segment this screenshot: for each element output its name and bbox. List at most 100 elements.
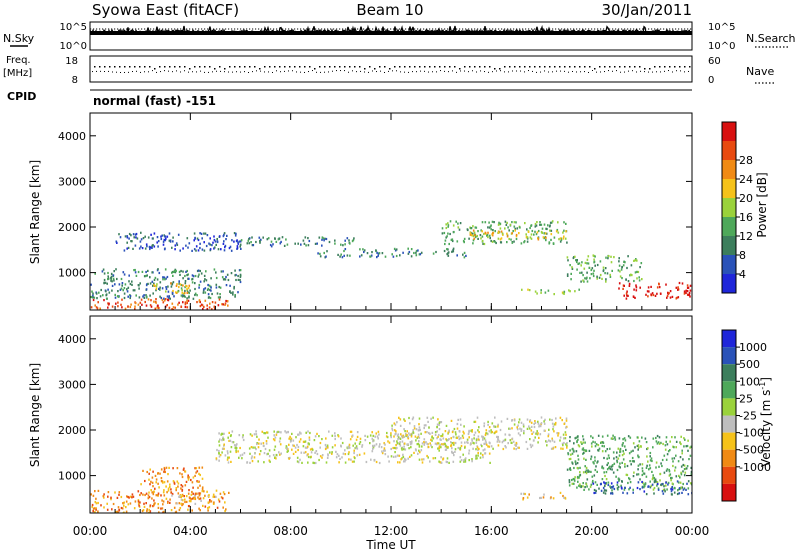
freq-dot xyxy=(229,66,231,68)
freq-dot xyxy=(274,66,276,68)
velocity-cell xyxy=(184,498,186,501)
velocity-cell xyxy=(257,460,259,463)
velocity-cell xyxy=(268,459,271,462)
velocity-cell xyxy=(420,449,423,452)
nave-dot xyxy=(464,70,465,72)
nave-dot xyxy=(116,71,117,73)
velocity-cell xyxy=(610,465,613,468)
velocity-cell xyxy=(198,466,201,469)
nave-dot xyxy=(548,71,549,73)
power-cell xyxy=(668,292,670,295)
velocity-cell xyxy=(576,440,578,443)
power-colorbar-segment xyxy=(722,141,736,160)
power-cell xyxy=(635,258,637,261)
nsearch-top-tick: 10^5 xyxy=(708,22,735,33)
velocity-cell xyxy=(309,431,311,435)
nave-dot xyxy=(396,70,397,72)
freq-dot xyxy=(554,66,556,68)
freq-dot xyxy=(584,66,586,68)
power-cell xyxy=(162,243,165,246)
power-cell xyxy=(198,283,201,287)
power-cell xyxy=(630,264,633,267)
velocity-cell xyxy=(687,449,689,452)
power-cell xyxy=(174,271,177,274)
power-cell xyxy=(110,275,113,278)
power-cell xyxy=(172,274,174,277)
power-cell xyxy=(230,249,233,252)
velocity-cell xyxy=(152,470,154,473)
power-cell xyxy=(117,295,120,298)
velocity-cell xyxy=(636,486,639,490)
velocity-cell xyxy=(378,445,380,448)
velocity-cell xyxy=(198,492,200,495)
velocity-cell xyxy=(256,442,258,446)
velocity-cell xyxy=(372,446,375,449)
power-cell xyxy=(479,234,482,237)
velocity-cell xyxy=(602,486,605,489)
velocity-cell xyxy=(196,480,198,483)
velocity-cell xyxy=(290,439,292,442)
power-cell xyxy=(566,256,569,259)
power-cell xyxy=(620,268,623,271)
power-cell xyxy=(146,274,148,277)
power-cell xyxy=(108,291,111,294)
power-cell xyxy=(239,240,242,243)
velocity-cell xyxy=(556,432,558,435)
velocity-cell xyxy=(327,446,329,449)
velocity-cell xyxy=(423,441,425,444)
power-cell xyxy=(413,251,415,255)
velocity-cell xyxy=(666,468,669,471)
velocity-cell xyxy=(399,441,401,444)
power-cell xyxy=(493,221,495,224)
velocity-cell xyxy=(483,425,485,428)
power-cell xyxy=(448,242,450,246)
power-cell xyxy=(155,298,157,301)
nsky-panel xyxy=(89,21,693,51)
power-cell xyxy=(179,283,182,286)
velocity-cell xyxy=(215,489,218,492)
velocity-cell xyxy=(620,486,623,489)
nave-dot xyxy=(256,70,257,72)
velocity-cell xyxy=(559,491,562,494)
velocity-colorbar-segment xyxy=(722,449,736,467)
velocity-cell xyxy=(148,511,150,513)
power-cell xyxy=(410,255,413,258)
velocity-cell xyxy=(163,481,166,484)
power-cell xyxy=(173,270,175,273)
velocity-cell xyxy=(375,460,378,464)
power-cell xyxy=(656,286,659,289)
freq-dot xyxy=(349,66,351,68)
velocity-cell xyxy=(353,451,355,455)
velocity-cell xyxy=(106,508,109,511)
nave-dot xyxy=(228,71,229,73)
velocity-cell xyxy=(408,416,410,420)
velocity-cell xyxy=(263,444,265,448)
power-cell xyxy=(218,298,221,301)
power-cell xyxy=(127,246,130,249)
velocity-cell xyxy=(428,426,430,429)
velocity-cell xyxy=(623,452,625,455)
freq-dot xyxy=(689,66,691,68)
nave-dot xyxy=(100,70,101,72)
power-cell xyxy=(200,272,203,275)
velocity-cell xyxy=(430,417,432,420)
nave-dot xyxy=(284,70,285,72)
velocity-cell xyxy=(434,457,437,460)
velocity-cell xyxy=(145,502,147,505)
velocity-cell xyxy=(409,441,412,444)
velocity-cell xyxy=(181,488,184,491)
power-cell xyxy=(378,252,381,255)
velocity-colorbar-tick-label: -500 xyxy=(739,444,764,457)
power-cell xyxy=(223,233,225,236)
power-cell xyxy=(184,295,186,298)
power-cell xyxy=(541,227,544,230)
nave-dot xyxy=(92,71,93,73)
power-cell xyxy=(205,279,208,282)
velocity-cell xyxy=(630,450,633,453)
power-cell xyxy=(262,236,264,239)
power-cell xyxy=(100,288,102,292)
velocity-cell xyxy=(617,457,620,460)
velocity-cell xyxy=(157,482,159,485)
velocity-cell xyxy=(94,490,96,493)
velocity-cell xyxy=(671,482,674,485)
